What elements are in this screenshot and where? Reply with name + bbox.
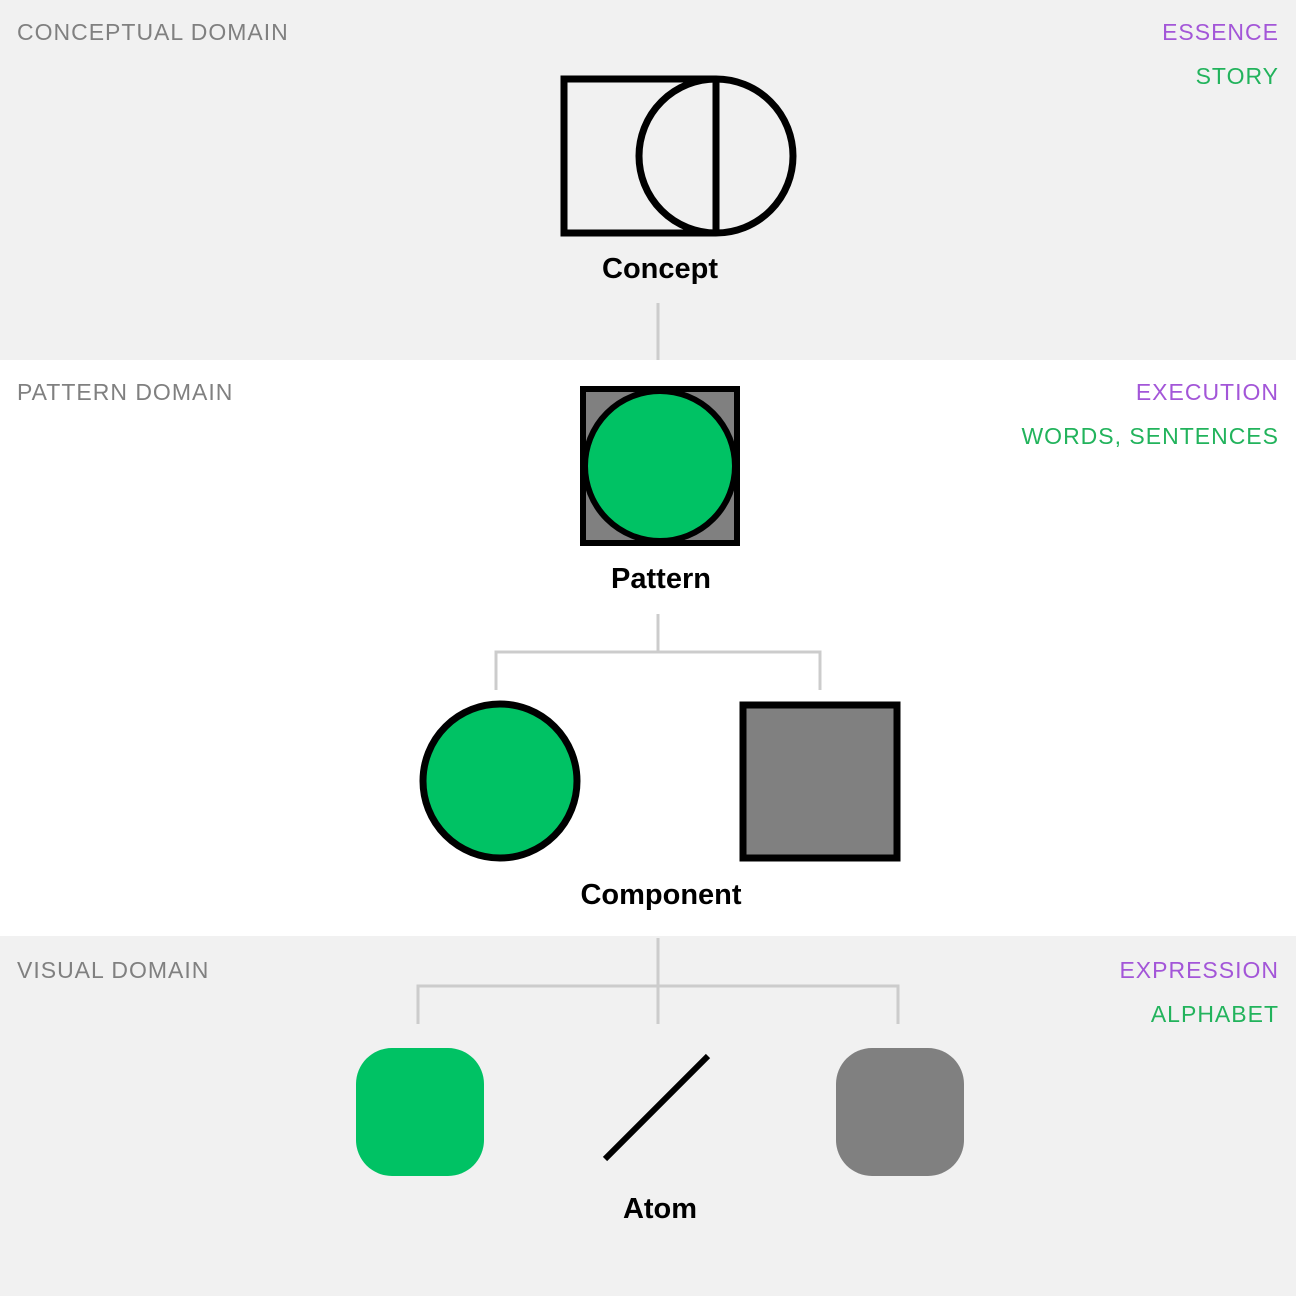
- story-tag: STORY: [1195, 63, 1279, 89]
- conceptual-domain-band: [0, 0, 1296, 360]
- alphabet-tag: ALPHABET: [1150, 1001, 1279, 1027]
- conceptual-domain-label: CONCEPTUAL DOMAIN: [17, 19, 289, 45]
- component-label: Component: [580, 879, 742, 911]
- green-rounded-square-icon: [356, 1048, 484, 1176]
- essence-tag: ESSENCE: [1162, 19, 1279, 45]
- gray-rounded-square-icon: [836, 1048, 964, 1176]
- execution-tag: EXECUTION: [1135, 379, 1279, 405]
- pattern-domain-label: PATTERN DOMAIN: [17, 379, 234, 405]
- words-sentences-tag: WORDS, SENTENCES: [1021, 423, 1279, 449]
- visual-domain-label: VISUAL DOMAIN: [17, 957, 210, 983]
- expression-tag: EXPRESSION: [1119, 957, 1279, 983]
- pattern-label: Pattern: [611, 563, 711, 595]
- pattern-square-connector: [658, 650, 822, 690]
- diagonal-line-icon: [602, 1053, 711, 1162]
- atom-label: Atom: [622, 1193, 698, 1225]
- concept-label: Concept: [602, 253, 718, 285]
- green-circle-icon: [419, 700, 581, 862]
- square-with-half-circle-icon: [560, 75, 797, 237]
- component-atom-branch-connector: [416, 984, 900, 1024]
- circle-in-square-icon: [580, 386, 740, 546]
- gray-square-icon: [739, 701, 901, 862]
- pattern-circle-connector: [494, 614, 660, 690]
- connectors: [416, 303, 900, 1024]
